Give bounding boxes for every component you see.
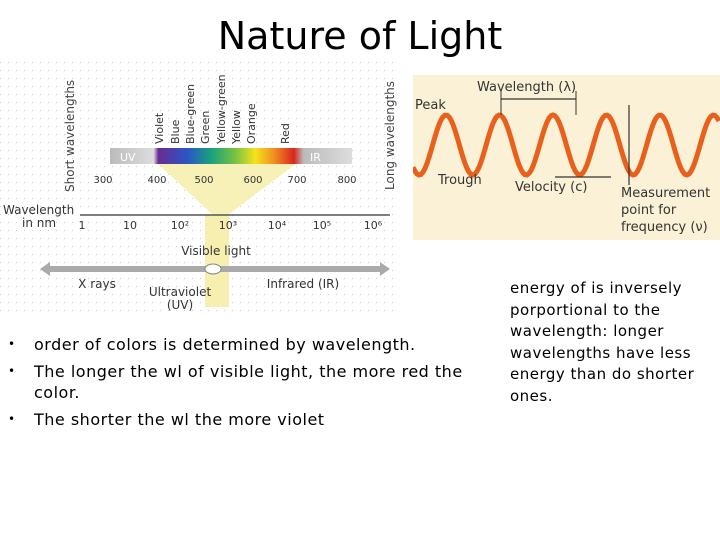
measurement-label: point for [621,203,677,218]
color-label: Yellow [230,110,243,145]
visible-band [205,215,229,307]
measurement-label: frequency (ν) [621,220,708,235]
log-tick-label: 10 [123,219,137,232]
wavelength-label: Wavelength (λ) [477,80,576,95]
color-label: Yellow-green [215,74,228,145]
color-label: Red [279,123,292,144]
xray-label: X rays [78,277,116,291]
uv-label: UV [120,151,136,164]
bullet: The shorter the wl the more violet [8,409,478,430]
log-tick-label: 1 [79,219,86,232]
energy-note: energy of is inversely porportional to t… [510,279,695,405]
color-label: Orange [245,103,258,144]
visible-marker [204,263,222,275]
visible-label: Visible light [181,244,251,258]
wave-diagram: Wavelength (λ) Peak Trough Velocity (c) Meas… [413,75,720,240]
measurement-label: Measurement [621,186,710,201]
ir-label: IR [310,151,321,164]
slide-title: Nature of Light [217,14,503,58]
nm-tick-label: 800 [337,175,356,186]
log-tick-label: 10² [171,219,189,232]
log-tick-label: 10⁴ [268,219,287,232]
bullet-list: order of colors is determined by wavelen… [8,334,478,436]
nm-tick-label: 400 [147,175,166,186]
visible-funnel [157,163,297,215]
axis-label: in nm [22,216,56,230]
nm-tick-label: 700 [287,175,306,186]
log-tick-label: 10³ [219,219,237,232]
uv-range-label: Ultraviolet [149,285,212,299]
axis-label: Wavelength [3,203,74,217]
short-label: Short wavelengths [63,80,77,192]
color-label: Violet [153,112,166,144]
peak-label: Peak [415,98,446,113]
uv-range-label: (UV) [167,298,193,312]
wave [413,112,720,178]
log-tick-label: 10⁵ [313,219,331,232]
color-label: Green [199,111,212,144]
color-label: Blue [169,119,182,144]
nm-tick-label: 600 [243,175,262,186]
log-tick-label: 10⁶ [364,219,383,232]
bullet: order of colors is determined by wavelen… [8,334,478,355]
bullet: The longer the wl of visible light, the … [8,361,478,403]
trough-label: Trough [437,173,482,188]
color-label: Blue-green [184,84,197,144]
ir-range-label: Infrared (IR) [267,277,339,291]
nm-tick-label: 500 [194,175,213,186]
spectrum-bar [110,148,352,164]
velocity-label: Velocity (c) [515,180,587,195]
nm-tick-label: 300 [93,175,112,186]
long-label: Long wavelengths [383,81,397,190]
